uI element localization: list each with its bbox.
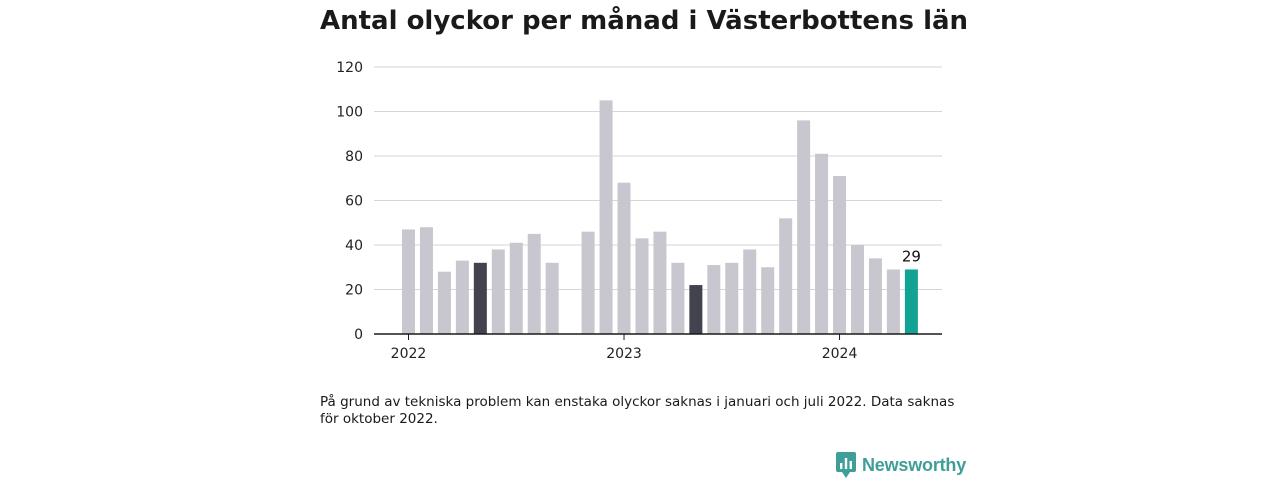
x-tick-label: 2022: [391, 346, 427, 362]
bar-2022-06: [491, 249, 505, 334]
data-label-2024-05: 29: [902, 247, 921, 265]
bars: [402, 100, 918, 335]
bar-2023-12: [815, 153, 829, 334]
y-tick-label: 20: [345, 283, 363, 299]
bar-2023-02: [635, 238, 649, 334]
bar-2023-05: [689, 285, 703, 334]
bar-2022-11: [581, 231, 595, 334]
y-tick-label: 0: [354, 327, 363, 343]
data-labels: 29: [902, 247, 921, 265]
bar-chart: 0 20 40 60 80 100 120 2022 2023 2024 29: [336, 60, 942, 362]
bar-2023-04: [671, 262, 685, 334]
bar-2022-03: [437, 271, 451, 334]
bar-2024-02: [851, 245, 864, 334]
bar-2023-09: [761, 267, 775, 334]
y-tick-label: 80: [345, 149, 363, 165]
bar-2022-05: [473, 262, 487, 334]
y-axis-tick-labels: 0 20 40 60 80 100 120: [336, 60, 363, 343]
newsworthy-logo[interactable]: Newsworthy: [836, 452, 966, 478]
bar-2023-06: [707, 265, 721, 334]
x-tick-label: 2024: [822, 346, 858, 362]
y-tick-label: 100: [336, 105, 363, 121]
bar-2022-08: [527, 233, 541, 334]
chart-title: Antal olyckor per månad i Västerbottens …: [320, 6, 969, 36]
gridlines: [374, 66, 942, 290]
x-axis-ticks: 2022 2023 2024: [374, 333, 942, 362]
bar-2022-04: [455, 260, 469, 334]
bar-2022-12: [599, 100, 613, 334]
bar-2023-07: [725, 262, 739, 334]
x-tick-label: 2023: [606, 346, 642, 362]
brand-name: Newsworthy: [862, 454, 967, 475]
bar-2024-03: [868, 258, 882, 334]
y-tick-label: 120: [336, 60, 363, 76]
y-tick-label: 40: [345, 238, 363, 254]
bar-2024-04: [886, 269, 900, 334]
bar-2024-05: [904, 269, 918, 334]
footnote: På grund av tekniska problem kan enstaka…: [320, 394, 955, 427]
bar-2023-03: [653, 231, 667, 334]
bar-2022-09: [545, 262, 559, 334]
bar-2023-11: [797, 120, 811, 335]
bar-2022-07: [509, 242, 523, 334]
bar-2022-01: [402, 229, 415, 334]
bar-2023-08: [743, 249, 757, 334]
newsworthy-logo-icon: [836, 452, 856, 478]
bar-2022-02: [419, 227, 433, 334]
bar-2024-01: [833, 176, 847, 334]
bar-2023-10: [779, 218, 793, 334]
y-tick-label: 60: [345, 194, 363, 210]
bar-2023-01: [617, 182, 631, 334]
